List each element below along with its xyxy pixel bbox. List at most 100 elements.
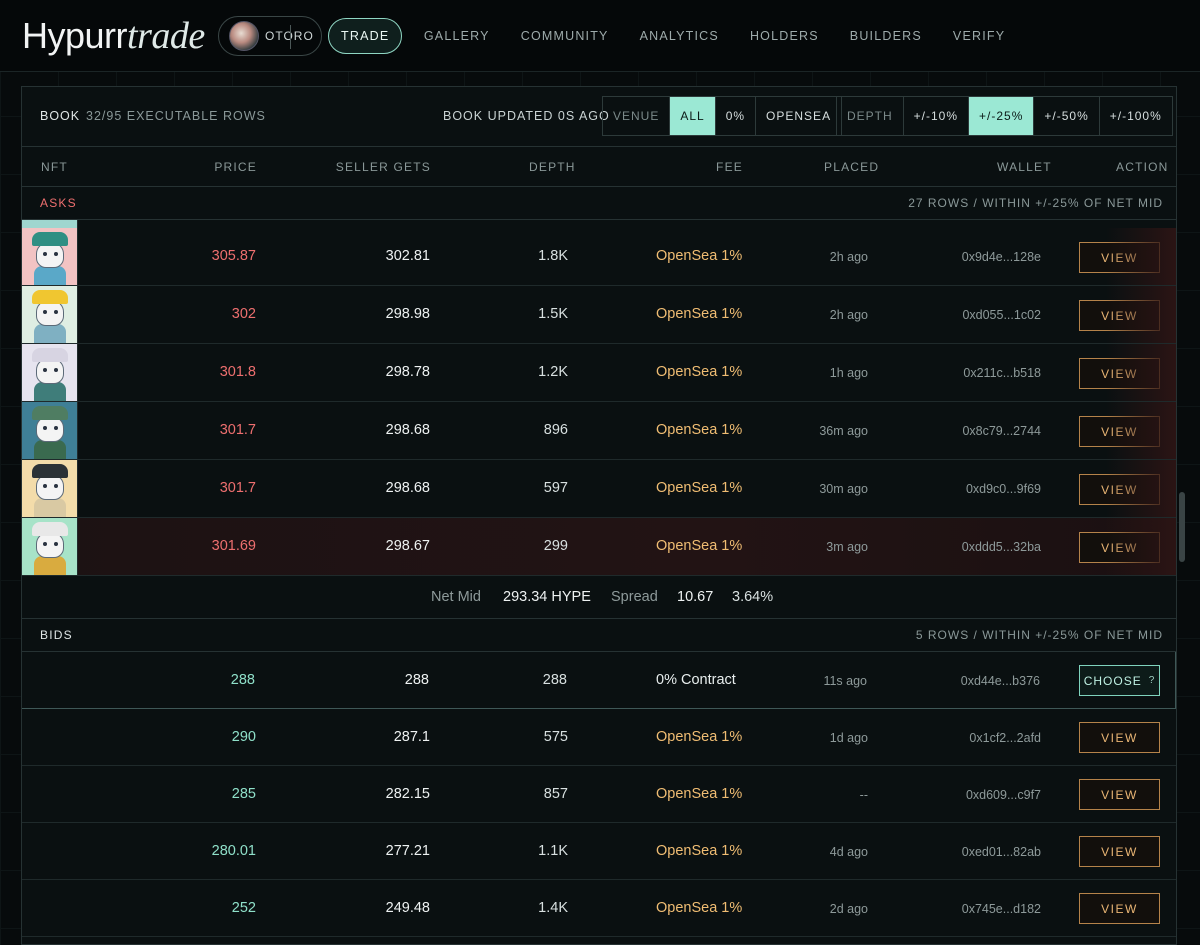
cat-hat-shape (32, 464, 68, 478)
cat-eye-shape (54, 542, 58, 546)
ask-row[interactable]: 301.7 298.68 896 OpenSea 1% 36m ago 0x8c79...… (22, 402, 1176, 460)
net-mid-label: Net Mid (431, 589, 481, 605)
depth-option-25[interactable]: +/-25% (968, 97, 1034, 135)
bid-row[interactable]: 285 282.15 857 OpenSea 1% -- 0xd609...c9f7 VIE… (22, 766, 1176, 823)
cat-hat-shape (32, 406, 68, 420)
cat-head-shape (36, 474, 64, 500)
wallet-cell[interactable]: 0x8c79...2744 (962, 424, 1041, 438)
price-cell: 305.87 (211, 248, 256, 264)
bid-row[interactable]: 288 288 288 0% Contract 11s ago 0xd44e...b376… (22, 652, 1176, 709)
ask-row[interactable]: 305.87 302.81 1.8K OpenSea 1% 2h ago 0x9d4e..… (22, 228, 1176, 286)
app-logo[interactable]: Hypurrtrade (22, 14, 205, 58)
col-wallet: WALLET (997, 160, 1052, 174)
cat-head-shape (36, 300, 64, 326)
nav-trade[interactable]: TRADE (328, 18, 403, 54)
spread-percent: 3.64% (732, 589, 774, 605)
col-placed[interactable]: PLACED (824, 160, 880, 174)
fee-cell: OpenSea 1% (656, 729, 743, 745)
nav-analytics[interactable]: ANALYTICS (639, 29, 719, 43)
view-button[interactable]: VIEW (1079, 836, 1160, 867)
collection-selector[interactable]: OTORO (218, 16, 322, 56)
col-depth[interactable]: DEPTH (529, 160, 576, 174)
col-price[interactable]: PRICE (214, 160, 257, 174)
page-scrollbar[interactable] (1179, 492, 1185, 562)
view-button[interactable]: VIEW (1079, 779, 1160, 810)
nav-holders[interactable]: HOLDERS (749, 29, 819, 43)
bid-row[interactable]: 280.01 277.21 1.1K OpenSea 1% 4d ago 0xed01..… (22, 823, 1176, 880)
wallet-cell[interactable]: 0xd609...c9f7 (965, 788, 1041, 802)
nav-builders[interactable]: BUILDERS (849, 29, 922, 43)
wallet-cell[interactable]: 0xddd5...32ba (961, 540, 1041, 554)
wallet-cell[interactable]: 0xd44e...b376 (960, 674, 1040, 688)
fee-cell: OpenSea 1% (656, 900, 743, 916)
nft-thumbnail[interactable] (22, 344, 78, 401)
seller-gets-cell: 298.67 (385, 538, 430, 554)
choose-button[interactable]: CHOOSE? (1079, 665, 1160, 696)
depth-cell: 1.4K (538, 900, 568, 916)
venue-option-all[interactable]: ALL (669, 97, 715, 135)
seller-gets-cell: 298.98 (385, 306, 430, 322)
placed-cell: -- (859, 788, 868, 802)
cat-body-shape (34, 498, 66, 517)
help-icon[interactable]: ? (1148, 675, 1156, 686)
nav-gallery[interactable]: GALLERY (423, 29, 490, 43)
wallet-cell[interactable]: 0x1cf2...2afd (969, 731, 1041, 745)
nft-thumbnail[interactable] (22, 402, 78, 459)
wallet-cell[interactable]: 0xd9c0...9f69 (965, 482, 1041, 496)
cat-eye-shape (43, 252, 47, 256)
wallet-cell[interactable]: 0x745e...d182 (961, 902, 1041, 916)
price-cell: 280.01 (211, 843, 256, 859)
venue-filter-label: VENUE (613, 109, 660, 123)
column-headers: NFT PRICE SELLER GETS DEPTH FEE PLACED W… (22, 147, 1176, 187)
nav-verify[interactable]: VERIFY (952, 29, 1006, 43)
depth-cell: 896 (543, 422, 568, 438)
nft-thumbnail[interactable] (22, 460, 78, 517)
row-edge-glow (1106, 518, 1176, 575)
collection-avatar (229, 21, 259, 51)
depth-cell: 1.8K (538, 248, 568, 264)
wallet-cell[interactable]: 0x211c...b518 (963, 366, 1041, 380)
depth-filter-label: DEPTH (847, 109, 893, 123)
cat-body-shape (34, 382, 66, 401)
venue-option-opensea[interactable]: OPENSEA (755, 97, 841, 135)
nav-community[interactable]: COMMUNITY (520, 29, 609, 43)
order-book-panel: BOOK 32/95 EXECUTABLE ROWS BOOK UPDATED … (21, 86, 1177, 945)
depth-option-100[interactable]: +/-100% (1098, 97, 1172, 135)
cat-body-shape (34, 440, 66, 459)
nft-thumbnail[interactable] (22, 286, 78, 343)
logo-main-text: Hypurr (22, 15, 128, 56)
view-button[interactable]: VIEW (1079, 722, 1160, 753)
price-cell: 288 (230, 672, 255, 688)
depth-option-50[interactable]: +/-50% (1033, 97, 1098, 135)
fee-cell: OpenSea 1% (656, 306, 743, 322)
seller-gets-cell: 282.15 (385, 786, 430, 802)
fee-cell: OpenSea 1% (656, 364, 743, 380)
bid-row[interactable]: 290 287.1 575 OpenSea 1% 1d ago 0x1cf2...2afd… (22, 709, 1176, 766)
bid-row[interactable]: 252 249.48 1.4K OpenSea 1% 2d ago 0x745e...d1… (22, 880, 1176, 937)
placed-cell: 1h ago (829, 366, 868, 380)
col-seller-gets[interactable]: SELLER GETS (335, 160, 431, 174)
depth-cell: 597 (543, 480, 568, 496)
wallet-cell[interactable]: 0x9d4e...128e (961, 250, 1041, 264)
action-label: VIEW (1101, 844, 1138, 859)
venue-option-zero[interactable]: 0% (714, 97, 755, 135)
wallet-cell[interactable]: 0xed01...82ab (961, 845, 1041, 859)
view-button[interactable]: VIEW (1079, 893, 1160, 924)
cat-eye-shape (54, 368, 58, 372)
net-mid-bar: Net Mid 293.34 HYPE Spread 10.67 3.64% (22, 575, 1176, 619)
nft-thumbnail[interactable] (22, 518, 78, 575)
ask-row[interactable]: 301.7 298.68 597 OpenSea 1% 30m ago 0xd9c0...… (22, 460, 1176, 518)
nft-thumbnail[interactable] (22, 228, 78, 285)
ask-row[interactable]: 301.8 298.78 1.2K OpenSea 1% 1h ago 0x211c...… (22, 344, 1176, 402)
price-cell: 301.7 (219, 480, 256, 496)
bids-info: 5 ROWS / WITHIN +/-25% OF NET MID (915, 628, 1163, 642)
row-edge-glow (1106, 286, 1176, 343)
logo-italic-text: trade (127, 15, 205, 57)
col-fee: FEE (716, 160, 743, 174)
depth-option-10[interactable]: +/-10% (902, 97, 968, 135)
wallet-cell[interactable]: 0xd055...1c02 (962, 308, 1041, 322)
depth-cell: 1.2K (538, 364, 568, 380)
ask-row[interactable]: 302 298.98 1.5K OpenSea 1% 2h ago 0xd055...1c… (22, 286, 1176, 344)
ask-row[interactable]: 301.69 298.67 299 OpenSea 1% 3m ago 0xddd5...… (22, 518, 1176, 576)
action-label: CHOOSE (1083, 673, 1142, 688)
